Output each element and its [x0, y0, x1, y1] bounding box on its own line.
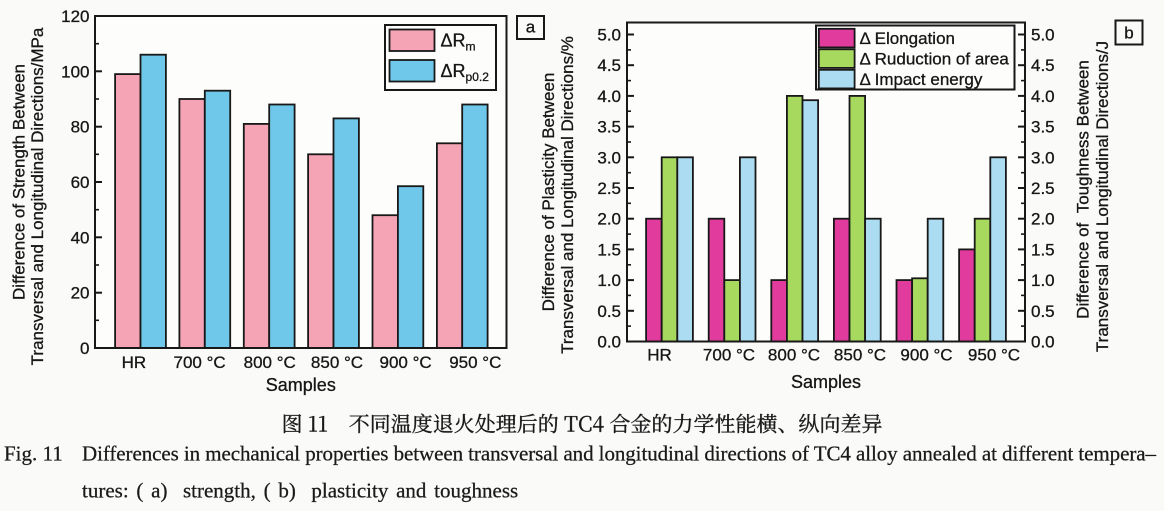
svg-text:Difference of Plasticity Betwe: Difference of Plasticity Between — [539, 73, 558, 312]
svg-text:0.0: 0.0 — [597, 333, 621, 352]
svg-text:Transversal and Longitudinal D: Transversal and Longitudinal Directions/… — [28, 27, 47, 365]
svg-text:0: 0 — [80, 339, 89, 358]
svg-text:700 °C: 700 °C — [703, 346, 755, 365]
svg-text:1.5: 1.5 — [1031, 240, 1055, 259]
svg-text:2.5: 2.5 — [597, 179, 621, 198]
svg-text:900 °C: 900 °C — [380, 353, 432, 372]
svg-text:700 °C: 700 °C — [174, 353, 226, 372]
svg-text:5.0: 5.0 — [597, 26, 621, 45]
svg-text:Fig. 11: Fig. 11 — [4, 442, 63, 466]
svg-text:HR: HR — [647, 346, 672, 365]
svg-text:100: 100 — [61, 62, 89, 81]
svg-text:900 °C: 900 °C — [900, 346, 952, 365]
svg-text:120: 120 — [61, 7, 89, 26]
svg-text:Samples: Samples — [266, 375, 336, 395]
svg-text:5.0: 5.0 — [1031, 26, 1055, 45]
svg-text:950 °C: 950 °C — [968, 346, 1020, 365]
svg-text:800 °C: 800 °C — [244, 353, 296, 372]
svg-text:3.5: 3.5 — [1031, 118, 1055, 137]
svg-text:3.0: 3.0 — [597, 148, 621, 167]
svg-text:60: 60 — [71, 173, 90, 192]
svg-text:Differences in mechanical prop: Differences in mechanical properties bet… — [82, 442, 1157, 466]
svg-text:Δ Impact energy: Δ Impact energy — [860, 70, 983, 89]
svg-text:Δ Ruduction of area: Δ Ruduction of area — [860, 50, 1010, 69]
svg-text:Samples: Samples — [791, 372, 861, 392]
svg-text:1.0: 1.0 — [597, 271, 621, 290]
svg-text:Transversal and Longitudinal D: Transversal and Longitudinal Directions/… — [558, 36, 577, 354]
svg-text:4.0: 4.0 — [597, 87, 621, 106]
svg-text:Difference of Toughness Betwe: Difference of Toughness Between — [1074, 60, 1093, 319]
svg-text:3.0: 3.0 — [1031, 148, 1055, 167]
svg-text:40: 40 — [71, 228, 90, 247]
svg-text:2.0: 2.0 — [1031, 210, 1055, 229]
svg-text:0.5: 0.5 — [1031, 302, 1055, 321]
svg-text:4.5: 4.5 — [597, 56, 621, 75]
svg-text:0.5: 0.5 — [597, 302, 621, 321]
svg-text:tures: ( a) strength, ( b) p: tures: ( a) strength, ( b) plasticity an… — [82, 479, 518, 503]
svg-text:4.5: 4.5 — [1031, 56, 1055, 75]
svg-text:HR: HR — [122, 353, 147, 372]
svg-text:a: a — [526, 18, 536, 37]
svg-text:1.5: 1.5 — [597, 240, 621, 259]
svg-text:2.0: 2.0 — [597, 210, 621, 229]
svg-text:4.0: 4.0 — [1031, 87, 1055, 106]
svg-text:1.0: 1.0 — [1031, 271, 1055, 290]
svg-text:850 °C: 850 °C — [311, 353, 363, 372]
svg-text:Δ Elongation: Δ Elongation — [860, 29, 955, 48]
svg-text:3.5: 3.5 — [597, 118, 621, 137]
svg-text:0.0: 0.0 — [1031, 333, 1055, 352]
svg-text:80: 80 — [71, 118, 90, 137]
svg-text:Difference of Strength Between: Difference of Strength Between — [10, 64, 29, 300]
svg-text:850 °C: 850 °C — [834, 346, 886, 365]
svg-text:Transversal and Longitudinal D: Transversal and Longitudinal Directions/… — [1093, 41, 1112, 352]
svg-text:950 °C: 950 °C — [449, 353, 501, 372]
svg-text:800 °C: 800 °C — [768, 346, 820, 365]
svg-text:2.5: 2.5 — [1031, 179, 1055, 198]
svg-text:20: 20 — [71, 284, 90, 303]
svg-text:b: b — [1124, 24, 1133, 43]
